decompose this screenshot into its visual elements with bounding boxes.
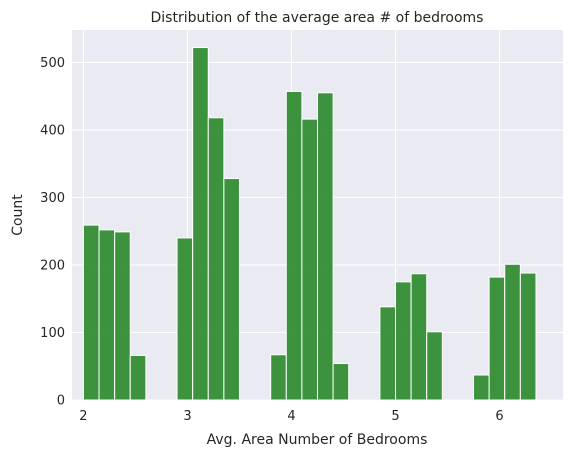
histogram-bar [192, 47, 209, 401]
histogram-bar [395, 281, 412, 401]
histogram-bar [176, 237, 194, 401]
x-tick-label: 4 [287, 409, 295, 424]
y-tick-label: 200 [40, 258, 65, 273]
histogram-bar [285, 90, 303, 401]
histogram-bar [410, 273, 428, 401]
histogram-bar [504, 263, 521, 401]
x-tick-labels: 2 3 4 5 6 [79, 409, 503, 424]
x-tick-label: 6 [495, 409, 503, 424]
histogram-bar [317, 92, 334, 401]
histogram-bar [98, 229, 116, 401]
y-tick-label: 500 [40, 56, 65, 71]
x-tick-label: 3 [183, 409, 191, 424]
y-tick-label: 100 [40, 326, 65, 341]
histogram-bar [207, 117, 225, 401]
histogram-bar [473, 374, 490, 401]
y-tick-labels: 0 100 200 300 400 500 [40, 56, 65, 409]
histogram-bar [270, 354, 287, 401]
y-tick-label: 0 [57, 394, 65, 409]
x-axis-label: Avg. Area Number of Bedrooms [207, 432, 428, 448]
x-tick-label: 5 [391, 409, 399, 424]
histogram-bar [519, 272, 537, 401]
histogram-bars [82, 47, 537, 401]
histogram-bar [488, 276, 506, 401]
histogram-bar [82, 224, 100, 401]
histogram-bar [129, 354, 147, 401]
chart-title: Distribution of the average area # of be… [151, 10, 484, 26]
y-tick-label: 300 [40, 191, 65, 206]
y-axis-label: Count [10, 194, 26, 236]
histogram-bar [114, 231, 131, 401]
histogram-bar [379, 306, 397, 401]
histogram-bar [301, 118, 318, 401]
y-tick-label: 400 [40, 123, 65, 138]
histogram-bar [223, 178, 240, 401]
histogram-bar [332, 363, 350, 401]
x-tick-label: 2 [79, 409, 87, 424]
histogram-bar [426, 331, 443, 401]
